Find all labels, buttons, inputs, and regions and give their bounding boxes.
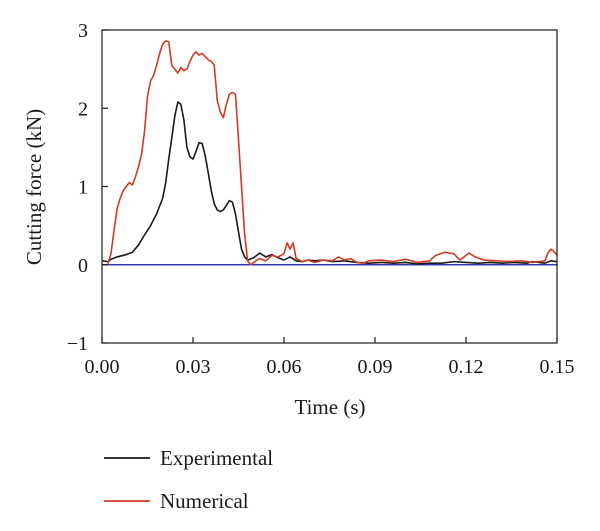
x-tick-label: 0.06 <box>267 356 302 378</box>
y-tick-label: 3 <box>78 20 88 42</box>
plot-area <box>102 40 557 266</box>
axes: 0.00 0.03 0.06 0.09 0.12 0.15 −1 0 1 2 3 <box>67 20 575 378</box>
x-tick-label: 0.09 <box>358 356 393 378</box>
x-tick-label: 0.03 <box>176 356 211 378</box>
x-tick-label: 0.12 <box>449 356 484 378</box>
y-tick-label: 1 <box>78 177 88 199</box>
legend-label-experimental: Experimental <box>160 446 273 470</box>
legend: Experimental Numerical <box>104 446 273 513</box>
x-axis-label: Time (s) <box>295 395 366 419</box>
plot-frame <box>101 29 558 344</box>
y-tick-label: −1 <box>67 333 88 355</box>
x-tick-label: 0.15 <box>540 356 575 378</box>
series-line-numerical <box>107 40 557 266</box>
x-tick-label: 0.00 <box>85 356 120 378</box>
legend-label-numerical: Numerical <box>160 489 249 513</box>
y-axis-label: Cutting force (kN) <box>22 109 46 265</box>
y-tick-label: 2 <box>78 98 88 120</box>
y-tick-label: 0 <box>78 255 88 277</box>
series-line-experimental <box>102 101 557 265</box>
